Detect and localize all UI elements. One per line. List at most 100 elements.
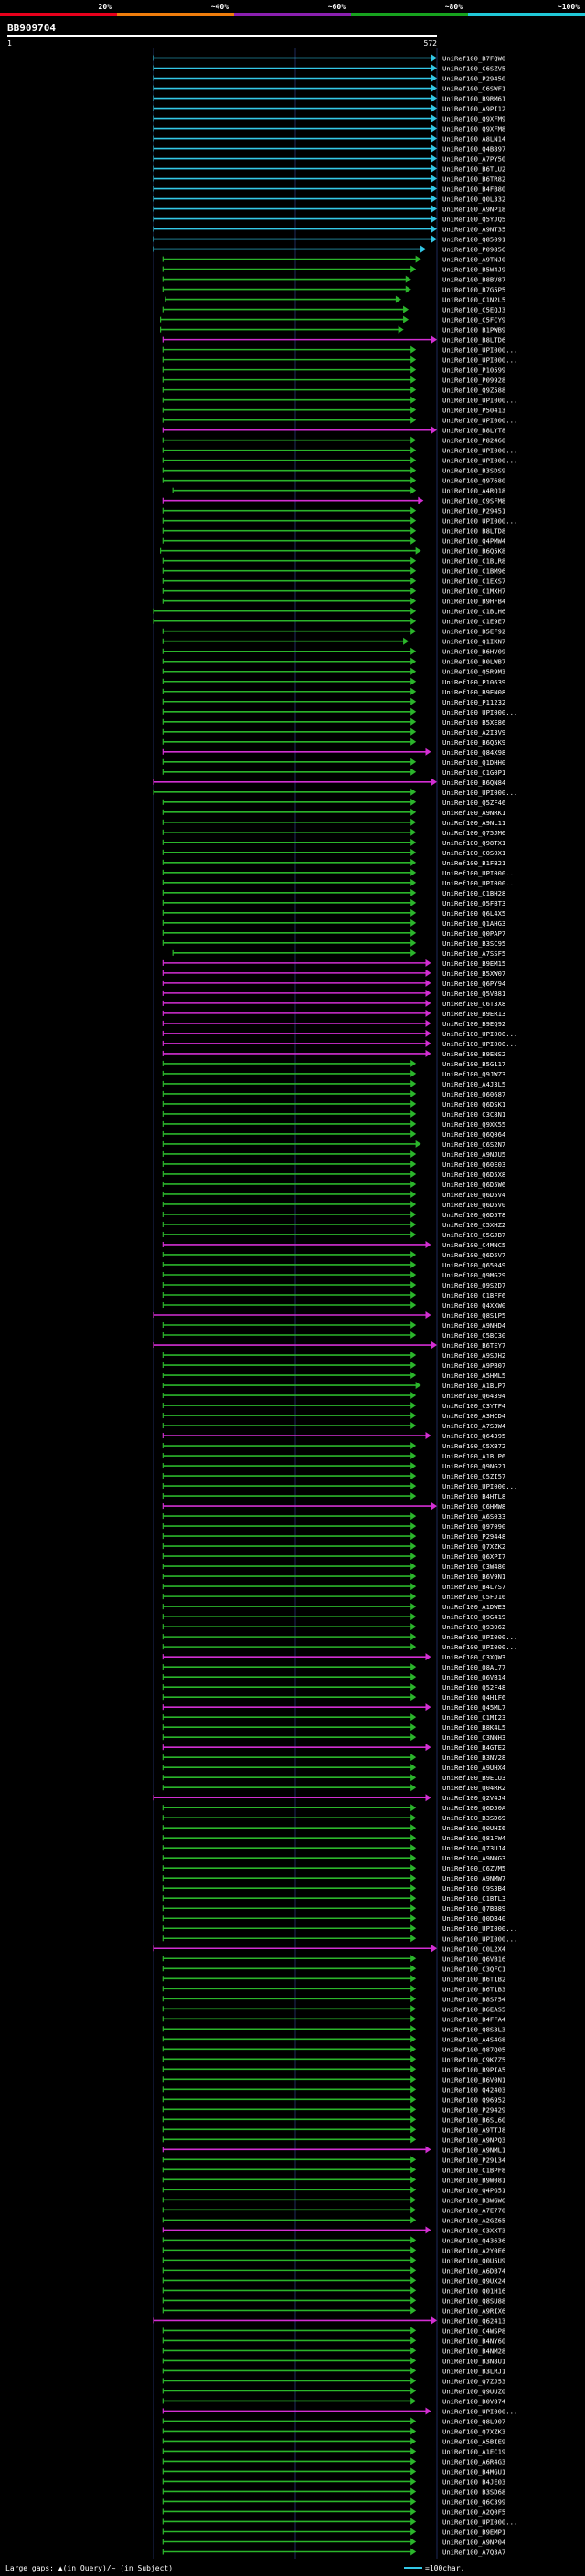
hit-row[interactable]: UniRef100_C6SZV5 xyxy=(153,64,505,73)
hit-label[interactable]: UniRef100_C9SFM8 xyxy=(442,497,505,505)
hit-row[interactable]: UniRef100_B0LWB7 xyxy=(162,657,505,666)
hit-label[interactable]: UniRef100_P09928 xyxy=(442,376,505,385)
hit-label[interactable]: UniRef100_UPI000... xyxy=(442,517,517,525)
hit-label[interactable]: UniRef100_C1BH28 xyxy=(442,889,505,897)
hit-label[interactable]: UniRef100_Q1DHH0 xyxy=(442,758,505,767)
hit-label[interactable]: UniRef100_B6TEY7 xyxy=(442,1341,505,1350)
hit-row[interactable]: UniRef100_A9NMW7 xyxy=(162,1874,505,1882)
hit-label[interactable]: UniRef100_UPI000... xyxy=(442,1633,517,1641)
hit-label[interactable]: UniRef100_C3QFC1 xyxy=(442,1965,505,1973)
hit-label[interactable]: UniRef100_Q6XPI7 xyxy=(442,1553,505,1561)
hit-row[interactable]: UniRef100_Q4PMW4 xyxy=(162,536,505,546)
hit-label[interactable]: UniRef100_P82460 xyxy=(442,437,505,445)
hit-row[interactable]: UniRef100_A7S3W4 xyxy=(162,1422,505,1430)
hit-label[interactable]: UniRef100_UPI000... xyxy=(442,879,517,887)
hit-row[interactable]: UniRef100_Q9MG29 xyxy=(162,1270,505,1279)
hit-row[interactable]: UniRef100_C9S3B4 xyxy=(162,1884,505,1892)
hit-row[interactable]: UniRef100_B7FQW0 xyxy=(153,54,505,63)
hit-label[interactable]: UniRef100_UPI000... xyxy=(442,1643,517,1651)
hit-row[interactable]: UniRef100_B5XW07 xyxy=(162,969,505,978)
hit-row[interactable]: UniRef100_Q9XK55 xyxy=(162,1119,505,1129)
hit-row[interactable]: UniRef100_A2Y0E6 xyxy=(162,2246,505,2254)
hit-label[interactable]: UniRef100_P50413 xyxy=(442,407,505,415)
hit-label[interactable]: UniRef100_B9RM61 xyxy=(442,95,505,103)
hit-row[interactable]: UniRef100_Q4B897 xyxy=(153,144,505,154)
hit-row[interactable]: UniRef100_B1FB21 xyxy=(162,858,505,867)
hit-label[interactable]: UniRef100_Q5VB81 xyxy=(442,990,505,998)
hit-row[interactable]: UniRef100_A9NRK1 xyxy=(162,808,505,817)
hit-row[interactable]: UniRef100_UPI000... xyxy=(153,788,517,797)
hit-label[interactable]: UniRef100_UPI000... xyxy=(442,457,517,465)
hit-row[interactable]: UniRef100_Q5ZF46 xyxy=(162,798,505,807)
hit-label[interactable]: UniRef100_B7FQW0 xyxy=(442,55,505,63)
hit-label[interactable]: UniRef100_C1BTL3 xyxy=(442,1894,505,1903)
hit-label[interactable]: UniRef100_A3HCD4 xyxy=(442,1412,505,1420)
hit-row[interactable]: UniRef100_Q52F48 xyxy=(162,1683,505,1691)
hit-row[interactable]: UniRef100_C9K7Z5 xyxy=(162,2055,505,2063)
hit-row[interactable]: UniRef100_UPI000... xyxy=(162,345,517,355)
hit-label[interactable]: UniRef100_C3XQW3 xyxy=(442,1653,505,1661)
hit-label[interactable]: UniRef100_P09856 xyxy=(442,246,505,254)
hit-row[interactable]: UniRef100_B6Q5K9 xyxy=(162,737,505,747)
hit-label[interactable]: UniRef100_Q8L907 xyxy=(442,2417,505,2425)
hit-label[interactable]: UniRef100_C5EQJ3 xyxy=(442,306,505,314)
hit-row[interactable]: UniRef100_A7SSF5 xyxy=(172,949,505,958)
hit-label[interactable]: UniRef100_Q4PG51 xyxy=(442,2186,505,2194)
hit-row[interactable]: UniRef100_C1MXH7 xyxy=(162,587,505,596)
hit-row[interactable]: UniRef100_Q85091 xyxy=(153,235,505,244)
hit-label[interactable]: UniRef100_A6DB74 xyxy=(442,2266,505,2274)
hit-label[interactable]: UniRef100_UPI000... xyxy=(442,789,517,797)
hit-label[interactable]: UniRef100_B6SL60 xyxy=(442,2115,505,2124)
hit-label[interactable]: UniRef100_Q75JM6 xyxy=(442,829,505,837)
hit-row[interactable]: UniRef100_B8K4L5 xyxy=(162,1723,505,1732)
hit-label[interactable]: UniRef100_Q6VB16 xyxy=(442,1955,505,1963)
hit-label[interactable]: UniRef100_C1MXH7 xyxy=(442,588,505,596)
hit-row[interactable]: UniRef100_Q04RR2 xyxy=(162,1784,505,1792)
hit-label[interactable]: UniRef100_Q96952 xyxy=(442,2095,505,2104)
hit-label[interactable]: UniRef100_Q7XZK2 xyxy=(442,1542,505,1551)
hit-label[interactable]: UniRef100_C6SWF1 xyxy=(442,85,505,93)
hit-row[interactable]: UniRef100_C4WSP8 xyxy=(162,2327,505,2335)
hit-row[interactable]: UniRef100_P29450 xyxy=(153,74,505,83)
hit-label[interactable]: UniRef100_C3W480 xyxy=(442,1563,505,1571)
hit-label[interactable]: UniRef100_B4NM28 xyxy=(442,2347,505,2355)
hit-label[interactable]: UniRef100_Q45ML7 xyxy=(442,1703,505,1712)
hit-label[interactable]: UniRef100_C0S0X1 xyxy=(442,849,505,857)
hit-label[interactable]: UniRef100_Q5ZF46 xyxy=(442,799,505,807)
hit-label[interactable]: UniRef100_P29448 xyxy=(442,1532,505,1541)
hit-label[interactable]: UniRef100_B9EM15 xyxy=(442,959,505,968)
hit-label[interactable]: UniRef100_P11232 xyxy=(442,698,505,706)
hit-label[interactable]: UniRef100_B0LWB7 xyxy=(442,658,505,666)
hit-label[interactable]: UniRef100_Q64394 xyxy=(442,1392,505,1400)
hit-label[interactable]: UniRef100_B9EN08 xyxy=(442,688,505,696)
hit-row[interactable]: UniRef100_Q1AHG3 xyxy=(162,918,505,928)
hit-row[interactable]: UniRef100_UPI000... xyxy=(162,1643,517,1651)
hit-label[interactable]: UniRef100_Q42403 xyxy=(442,2085,505,2094)
hit-row[interactable]: UniRef100_A9NPQ3 xyxy=(162,2136,505,2144)
hit-label[interactable]: UniRef100_C1BLR8 xyxy=(442,557,505,566)
hit-label[interactable]: UniRef100_Q7XZK3 xyxy=(442,2427,505,2435)
hit-label[interactable]: UniRef100_A5BIE9 xyxy=(442,2437,505,2445)
hit-row[interactable]: UniRef100_Q75JM6 xyxy=(162,828,505,837)
hit-row[interactable]: UniRef100_C5BC30 xyxy=(162,1331,505,1340)
hit-label[interactable]: UniRef100_A9SJH2 xyxy=(442,1352,505,1360)
hit-row[interactable]: UniRef100_B9EMP1 xyxy=(162,2528,505,2536)
hit-row[interactable]: UniRef100_C6HMW8 xyxy=(162,1502,505,1511)
hit-row[interactable]: UniRef100_Q8AL77 xyxy=(162,1663,505,1671)
hit-row[interactable]: UniRef100_C1E9E7 xyxy=(153,617,505,626)
hit-row[interactable]: UniRef100_Q6L4X5 xyxy=(162,908,505,917)
hit-row[interactable]: UniRef100_Q8S3L3 xyxy=(162,2025,505,2033)
hit-row[interactable]: UniRef100_Q5VB81 xyxy=(162,989,505,998)
hit-label[interactable]: UniRef100_A4S4G8 xyxy=(442,2035,505,2043)
hit-row[interactable]: UniRef100_UPI000... xyxy=(162,1935,517,1943)
hit-label[interactable]: UniRef100_A8LN14 xyxy=(442,135,505,143)
hit-label[interactable]: UniRef100_B9ENS2 xyxy=(442,1050,505,1058)
hit-label[interactable]: UniRef100_B4FB80 xyxy=(442,186,505,194)
hit-label[interactable]: UniRef100_B9ELU3 xyxy=(442,1774,505,1782)
hit-label[interactable]: UniRef100_B6T1B3 xyxy=(442,1985,505,1993)
hit-label[interactable]: UniRef100_B6QN84 xyxy=(442,779,505,787)
hit-label[interactable]: UniRef100_B8S754 xyxy=(442,1995,505,2003)
hit-row[interactable]: UniRef100_Q9UX24 xyxy=(162,2276,505,2284)
hit-label[interactable]: UniRef100_Q9UX24 xyxy=(442,2276,505,2284)
hit-row[interactable]: UniRef100_Q9Z588 xyxy=(162,386,505,395)
